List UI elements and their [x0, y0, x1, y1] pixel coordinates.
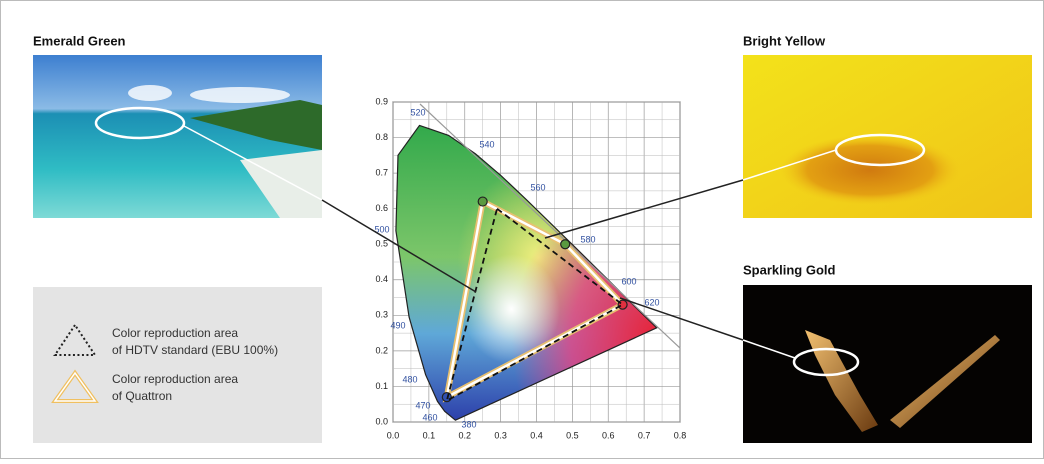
photo-gold	[743, 285, 1032, 443]
legend-text: of Quattron	[112, 389, 172, 403]
wavelength-label: 600	[621, 276, 636, 286]
wavelength-label: 470	[415, 400, 430, 410]
x-tick-label: 0.5	[566, 430, 579, 440]
legend-text: of HDTV standard (EBU 100%)	[112, 343, 278, 357]
wavelength-label: 480	[402, 374, 417, 384]
photo-yellow	[743, 55, 1032, 218]
y-tick-label: 0.3	[375, 310, 388, 320]
gamut-vertex	[560, 239, 571, 250]
gamut-vertex	[477, 196, 488, 207]
y-tick-label: 0.6	[375, 203, 388, 213]
y-tick-label: 0.9	[375, 96, 388, 106]
y-tick-label: 0.7	[375, 167, 388, 177]
wavelength-label: 520	[410, 107, 425, 117]
y-tick-label: 0.1	[375, 381, 388, 391]
wavelength-label: 560	[530, 182, 545, 192]
photo-label: Sparkling Gold	[743, 262, 836, 277]
diagonal-line	[419, 103, 681, 349]
y-tick-label: 0.8	[375, 132, 388, 142]
y-tick-label: 0.0	[375, 416, 388, 426]
x-tick-label: 0.3	[494, 430, 507, 440]
x-tick-label: 0.2	[458, 430, 471, 440]
photo-label: Bright Yellow	[743, 33, 826, 48]
y-tick-label: 0.2	[375, 345, 388, 355]
wavelength-label: 460	[422, 412, 437, 422]
wavelength-label: 380	[461, 419, 476, 429]
x-tick-label: 0.8	[674, 430, 687, 440]
x-tick-label: 0.6	[602, 430, 615, 440]
photo-emerald	[33, 55, 322, 218]
legend-text: Color reproduction area	[112, 372, 238, 386]
y-tick-label: 0.5	[375, 239, 388, 249]
wavelength-label: 620	[644, 297, 659, 307]
photo-label: Emerald Green	[33, 33, 126, 48]
wavelength-label: 580	[580, 234, 595, 244]
legend-text: Color reproduction area	[112, 326, 238, 340]
x-tick-label: 0.1	[423, 430, 436, 440]
chromaticity-chart: 0.0 0.1 0.2 0.3 0.4 0.5 0.6 0.7 0.8 0.0 0.1 0.2 0.3 0…	[374, 96, 686, 440]
wavelength-label: 490	[390, 320, 405, 330]
gamut-marks	[441, 196, 628, 403]
connectors	[183, 125, 837, 359]
legend: Color reproduction area of HDTV standard…	[33, 287, 322, 443]
wavelength-label: 500	[374, 224, 389, 234]
wavelength-label: 540	[479, 139, 494, 149]
x-tick-label: 0.7	[638, 430, 651, 440]
y-tick-label: 0.4	[375, 274, 388, 284]
x-tick-label: 0.4	[530, 430, 543, 440]
x-tick-label: 0.0	[387, 430, 400, 440]
